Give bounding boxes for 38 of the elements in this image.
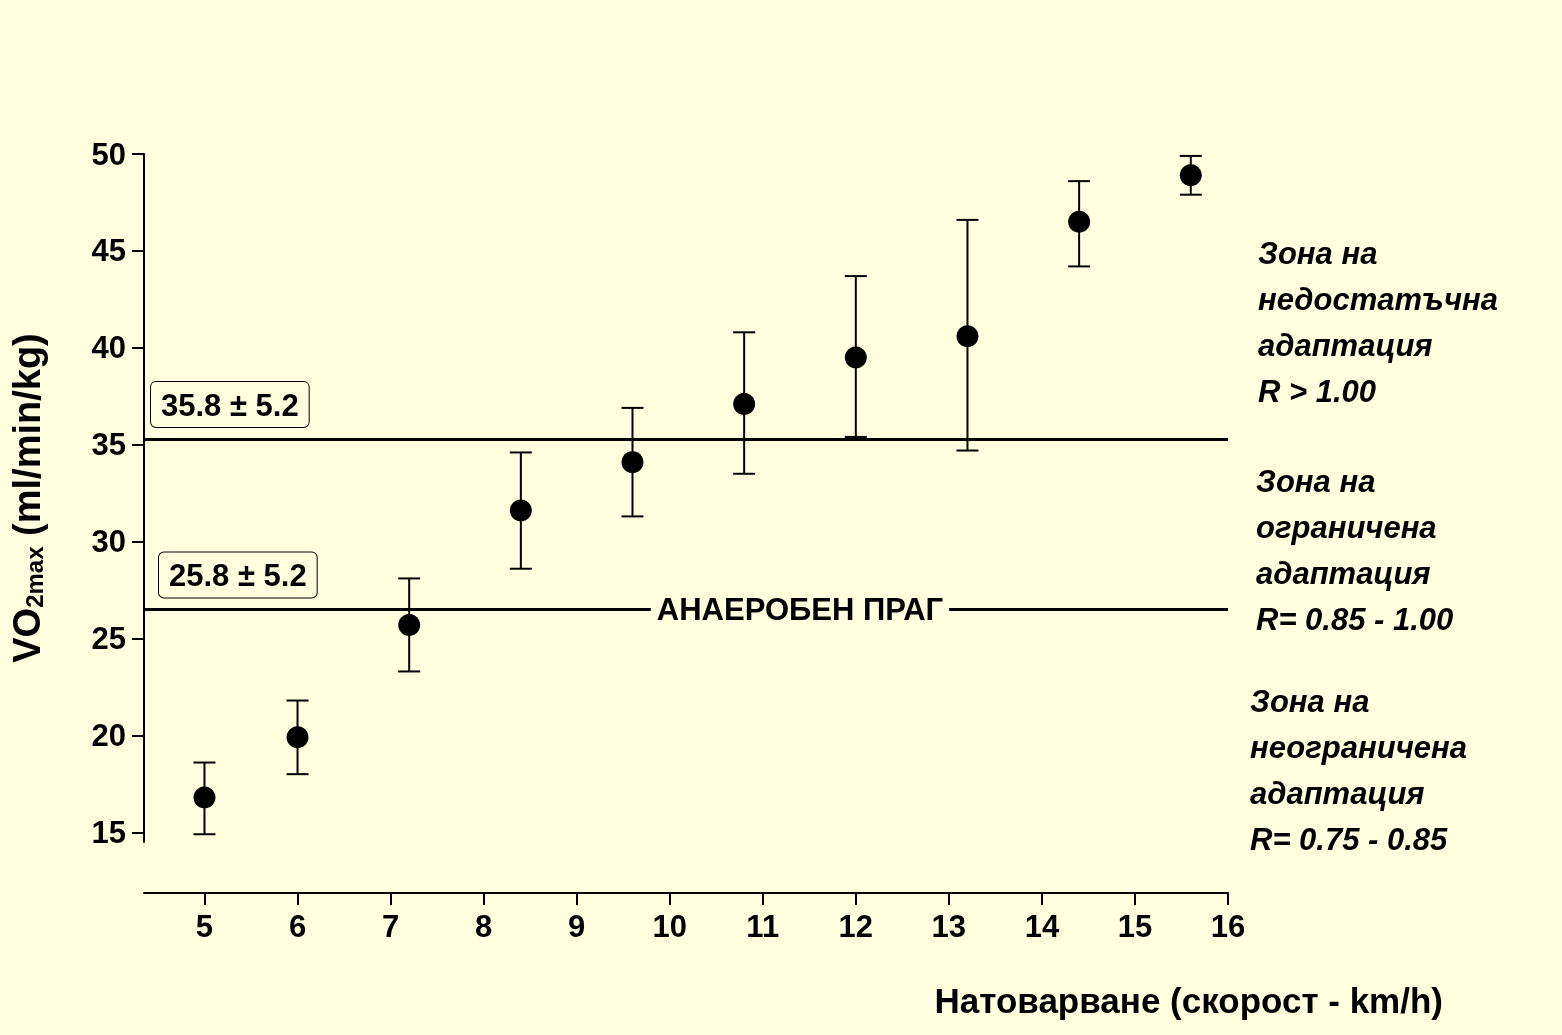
point	[193, 786, 216, 809]
y-tick-label: 30	[91, 524, 126, 560]
point	[621, 451, 644, 474]
x-tick-label: 15	[1117, 909, 1153, 944]
point	[844, 346, 867, 369]
point	[1068, 210, 1091, 233]
y-tick-label: 45	[91, 233, 126, 269]
x-tick-label: 10	[652, 909, 687, 944]
x-tick-label: 9	[568, 909, 586, 944]
x-tick-label: 16	[1210, 909, 1246, 944]
point	[398, 613, 421, 636]
point	[286, 726, 309, 749]
text: Зона на неограничена адаптация R= 0.75 - 0.85	[1250, 683, 1467, 857]
x-tick-label: 5	[195, 909, 214, 944]
y-tick-label: 20	[91, 717, 126, 753]
x-tick-label: 14	[1024, 909, 1060, 944]
point	[733, 393, 756, 415]
annotation: АНАЕРОБЕН ПРАГ	[656, 591, 944, 627]
y-tick-label: 15	[91, 814, 126, 850]
text: Зона на ограничена адаптация R= 0.85 - 1.00	[1256, 463, 1454, 637]
point	[1179, 164, 1202, 187]
y-tick-label: 35	[91, 427, 126, 463]
x-tick-label: 13	[931, 909, 967, 944]
point	[956, 325, 979, 348]
y-axis-title: VO2max (ml/min/kg)	[6, 333, 48, 663]
y-tick-label: 50	[91, 136, 126, 172]
point	[509, 499, 532, 522]
x-tick-label: 12	[838, 909, 874, 944]
x-tick-label: 6	[288, 909, 307, 944]
text: Зона на недостатъчна адаптация R > 1.00	[1258, 235, 1499, 409]
annotation: 25.8 ± 5.2	[169, 558, 307, 594]
x-tick-label: 11	[746, 909, 780, 944]
y-tick-label: 40	[91, 330, 126, 366]
annotation: 35.8 ± 5.2	[161, 387, 299, 423]
y-tick-label: 25	[91, 621, 126, 657]
x-axis-title: Натоварване (скорост - km/h)	[934, 981, 1443, 1020]
x-tick-label: 8	[475, 909, 493, 944]
x-tick-label: 7	[381, 909, 400, 944]
